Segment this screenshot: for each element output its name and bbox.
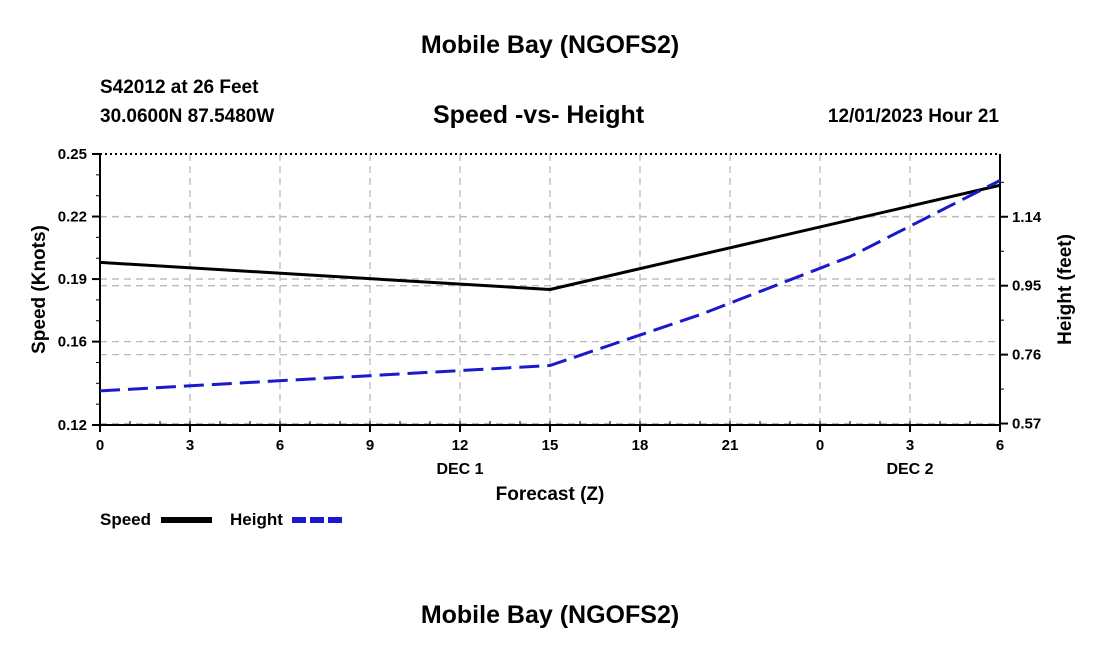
forecast-datetime: 12/01/2023 Hour 21 (827, 106, 999, 127)
y2-tick-label: 1.14 (1012, 209, 1042, 226)
y-tick-label: 0.16 (58, 334, 87, 351)
chart-subtitle: Speed -vs- Height (433, 101, 645, 129)
footer-title: Mobile Bay (NGOFS2) (420, 601, 680, 629)
y-tick-label: 0.12 (58, 417, 87, 434)
y2-tick-label: 0.57 (1012, 416, 1041, 433)
x-tick-label: 0 (816, 437, 824, 454)
y-tick-label: 0.25 (58, 146, 87, 163)
x-day-label: DEC 1 (436, 461, 483, 478)
x-tick-label: 9 (366, 437, 374, 454)
x-tick-label: 21 (722, 437, 739, 454)
y-tick-label: 0.19 (58, 271, 87, 288)
y2-tick-label: 0.95 (1012, 278, 1041, 295)
legend-height-label: Height (230, 510, 283, 529)
x-tick-label: 15 (542, 437, 559, 454)
x-tick-label: 12 (452, 437, 469, 454)
x-axis-title: Forecast (Z) (496, 484, 605, 505)
y-tick-label: 0.22 (58, 209, 87, 226)
x-tick-label: 3 (906, 437, 914, 454)
x-day-label: DEC 2 (886, 461, 933, 478)
x-tick-label: 6 (276, 437, 284, 454)
y2-tick-label: 0.76 (1012, 347, 1041, 364)
page-title: Mobile Bay (NGOFS2) (420, 31, 680, 59)
x-tick-label: 18 (632, 437, 649, 454)
y2-axis-title: Height (feet) (1055, 234, 1076, 345)
series-line-height (99, 179, 1001, 393)
x-tick-label: 3 (186, 437, 194, 454)
x-tick-label: 0 (96, 437, 104, 454)
y-axis-title: Speed (Knots) (29, 225, 50, 354)
station-label: S42012 at 26 Feet (100, 77, 259, 98)
coordinates-label: 30.0600N 87.5480W (100, 106, 275, 127)
x-tick-label: 6 (996, 437, 1004, 454)
legend-speed-label: Speed (100, 510, 152, 529)
series-line-speed (99, 183, 1001, 291)
